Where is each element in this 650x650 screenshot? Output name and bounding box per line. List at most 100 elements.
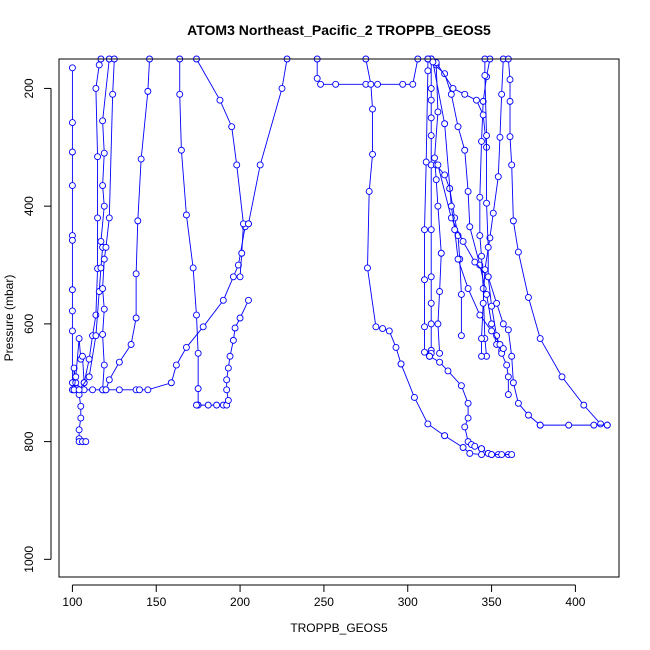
data-point (489, 209, 497, 217)
data-point (99, 285, 107, 293)
data-point (504, 373, 512, 381)
data-point (479, 299, 487, 307)
series-8 (176, 55, 202, 409)
data-point (68, 148, 76, 156)
data-point (369, 105, 376, 113)
data-point (597, 420, 605, 428)
x-tick-label: 250 (314, 595, 334, 609)
data-point (421, 323, 428, 331)
data-point (499, 345, 507, 353)
x-tick-label: 350 (482, 595, 502, 609)
data-point (102, 386, 110, 394)
data-point (449, 84, 457, 92)
x-axis: 100 150 200 250 300 350 400 (62, 584, 586, 609)
x-axis-label: TROPPB_GEOS5 (290, 621, 388, 635)
data-point (364, 264, 371, 272)
data-point (459, 444, 467, 451)
data-point (136, 386, 143, 394)
data-point (424, 67, 432, 75)
data-point (397, 360, 405, 368)
series-layer (68, 55, 611, 459)
data-point (434, 161, 442, 169)
data-point (256, 161, 264, 169)
series-19 (478, 445, 516, 459)
data-point (115, 358, 123, 366)
data-point (493, 299, 501, 307)
series-27 (504, 55, 611, 429)
series-line (432, 61, 504, 349)
data-point (228, 123, 236, 131)
data-point (508, 352, 516, 360)
y-tick-label: 800 (22, 431, 36, 451)
data-point (385, 327, 393, 335)
data-point (441, 432, 449, 440)
series-line (78, 58, 110, 391)
data-point (506, 97, 514, 105)
data-point (193, 311, 200, 319)
data-point (494, 173, 502, 181)
data-point (427, 226, 435, 234)
series-line (429, 355, 482, 450)
data-point (536, 335, 544, 343)
data-point (379, 325, 387, 333)
series-line (105, 58, 150, 390)
x-tick-label: 400 (565, 595, 585, 609)
data-point (464, 414, 472, 422)
data-point (105, 214, 113, 222)
series-13 (362, 55, 405, 368)
data-point (436, 358, 444, 366)
data-point (72, 373, 80, 381)
data-point (182, 211, 190, 219)
data-point (369, 150, 376, 158)
data-point (484, 243, 492, 251)
data-point (436, 288, 444, 295)
data-point (441, 120, 449, 128)
series-line (102, 58, 115, 390)
data-point (473, 96, 480, 104)
data-point (457, 332, 465, 340)
data-point (409, 80, 417, 88)
series-12 (313, 55, 422, 88)
data-point (172, 361, 180, 369)
data-point (476, 311, 484, 319)
data-point (451, 226, 459, 234)
data-point (427, 132, 435, 139)
data-point (444, 367, 452, 375)
data-point (488, 320, 496, 328)
series-30 (429, 58, 507, 353)
series-line (400, 363, 445, 437)
data-point (100, 149, 108, 157)
data-point (483, 291, 490, 298)
x-tick-label: 150 (146, 595, 166, 609)
data-point (427, 96, 435, 104)
data-point (603, 421, 611, 429)
data-point (223, 376, 231, 384)
data-point (447, 202, 455, 210)
data-point (68, 236, 76, 244)
data-point (167, 379, 175, 387)
data-point (79, 352, 86, 360)
data-point (245, 220, 252, 228)
series-18 (426, 352, 485, 453)
data-point (332, 80, 340, 88)
data-point (479, 285, 487, 293)
data-point (99, 117, 107, 125)
data-point (68, 307, 76, 315)
y-axis-label: Pressure (mbar) (2, 275, 16, 362)
data-point (229, 273, 237, 281)
data-point (97, 264, 105, 272)
data-point (483, 199, 490, 207)
data-point (488, 451, 496, 459)
data-point (100, 255, 108, 263)
data-point (421, 348, 428, 356)
data-point (216, 96, 224, 104)
data-point (454, 255, 462, 263)
data-point (92, 332, 100, 340)
data-point (176, 90, 184, 98)
data-point (565, 421, 573, 429)
y-axis: 200 400 600 800 1000 (22, 78, 52, 573)
data-point (590, 421, 598, 429)
data-point (471, 442, 479, 450)
data-point (219, 296, 227, 304)
data-point (100, 202, 108, 210)
